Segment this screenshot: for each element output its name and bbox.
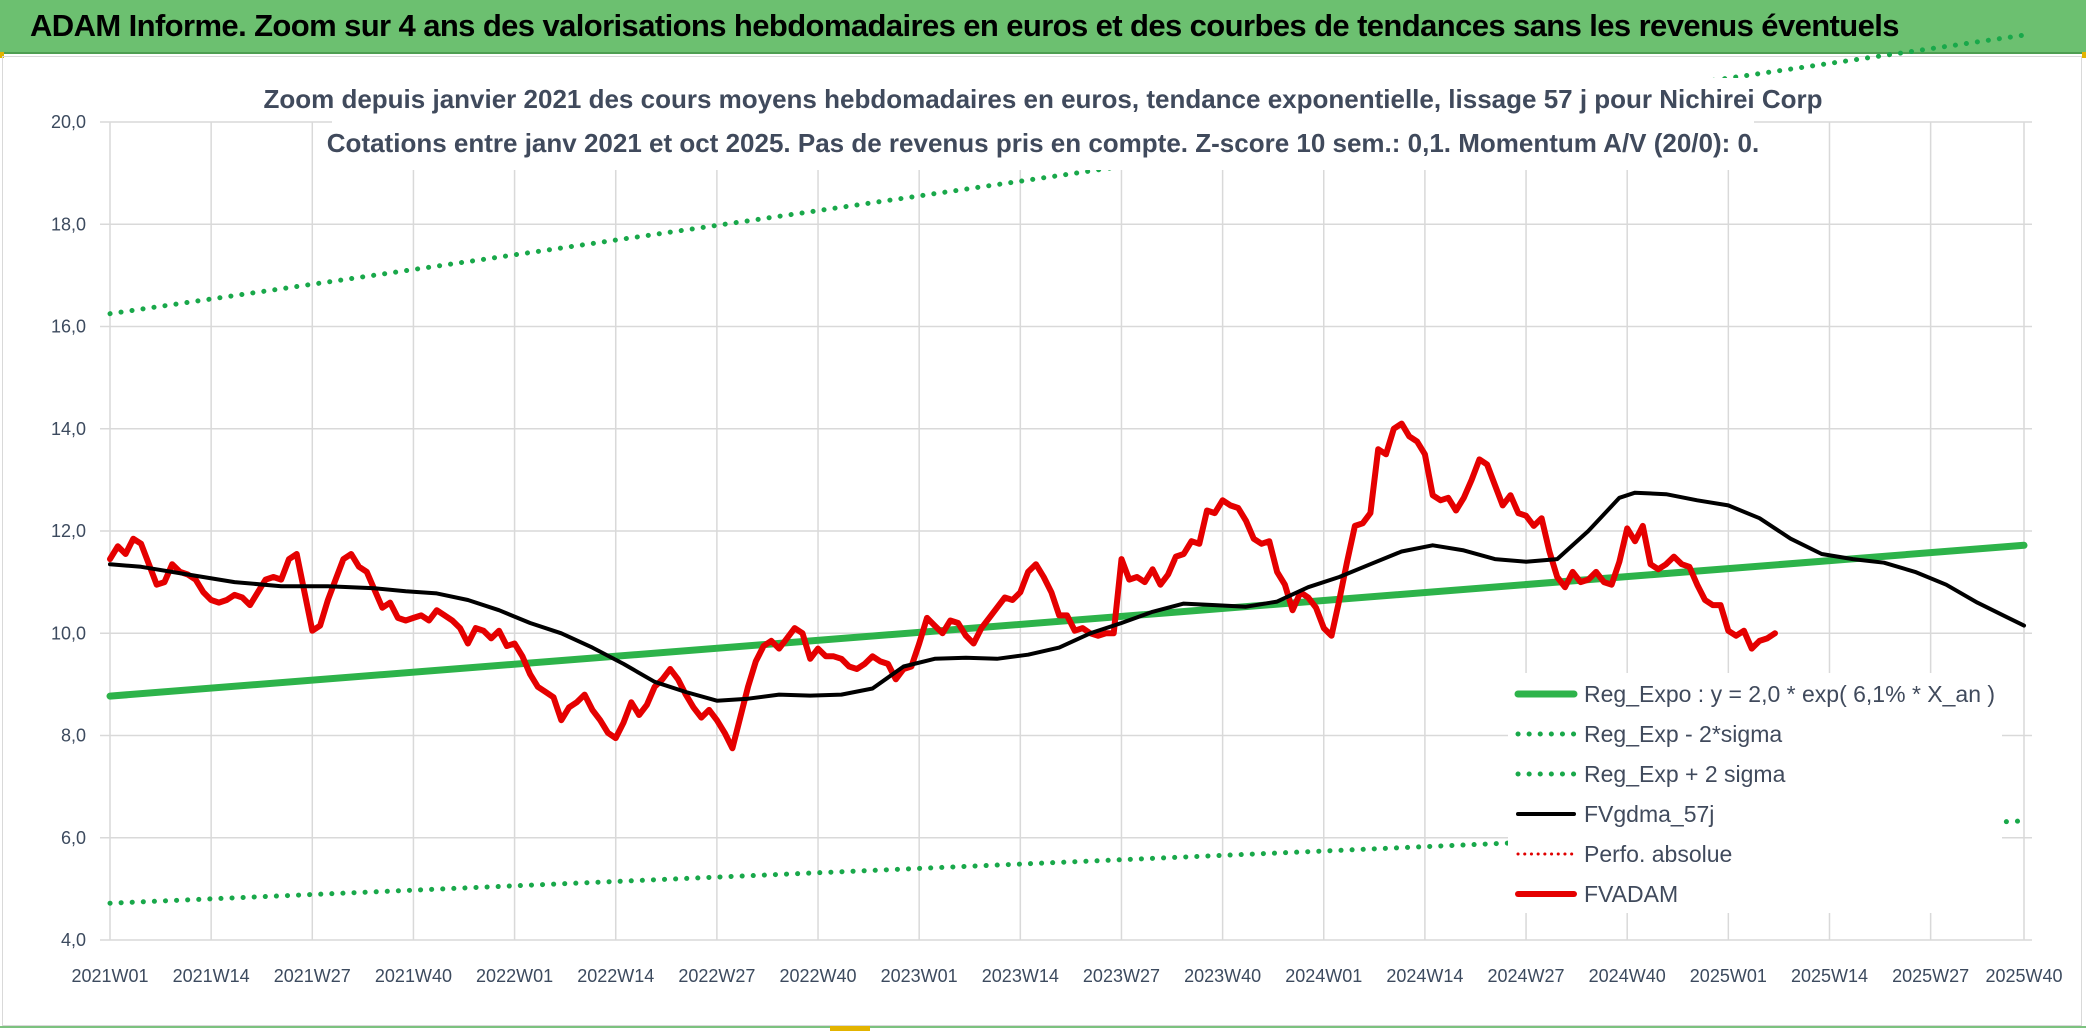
legend-label-reg-exp-2-sigma: Reg_Exp - 2*sigma <box>1584 721 1782 747</box>
series-line-reg-exp-2-sigma <box>107 32 2027 317</box>
y-tick-label-4-0: 4,0 <box>61 930 86 950</box>
x-tick-label-2021w01: 2021W01 <box>71 966 148 986</box>
y-tick-label-10-0: 10,0 <box>51 623 86 643</box>
x-tick-label-2021w27: 2021W27 <box>274 966 351 986</box>
x-tick-label-2024w40: 2024W40 <box>1589 966 1666 986</box>
x-tick-label-2025w01: 2025W01 <box>1690 966 1767 986</box>
x-tick-label-2023w01: 2023W01 <box>881 966 958 986</box>
y-tick-label-18-0: 18,0 <box>51 214 86 234</box>
chart-subtitle: Cotations entre janv 2021 et oct 2025. P… <box>327 128 1759 158</box>
x-tick-label-2024w27: 2024W27 <box>1488 966 1565 986</box>
chart-frame <box>2 56 2082 1026</box>
y-axis-tick-labels: 4,0 6,0 8,0 10,0 12,0 14,0 16,0 18,0 20,0 <box>51 112 86 950</box>
y-tick-label-8-0: 8,0 <box>61 726 86 746</box>
x-tick-label-2024w01: 2024W01 <box>1285 966 1362 986</box>
legend-label-fvgdma-57j: FVgdma_57j <box>1584 801 1714 827</box>
series-line-fvgdma-57j <box>108 490 2026 703</box>
report-title: ADAM Informe. Zoom sur 4 ans des valoris… <box>30 8 1900 43</box>
bottom-marker <box>830 1026 870 1031</box>
x-tick-label-2021w40: 2021W40 <box>375 966 452 986</box>
x-tick-label-2021w14: 2021W14 <box>173 966 250 986</box>
y-tick-label-12-0: 12,0 <box>51 521 86 541</box>
banner-corner-left <box>0 52 4 58</box>
x-tick-label-2022w40: 2022W40 <box>779 966 856 986</box>
x-tick-label-2022w14: 2022W14 <box>577 966 654 986</box>
legend-label-reg-exp-2-sigma: Reg_Exp + 2 sigma <box>1584 761 1786 787</box>
legend-label-reg-expo-y-2-0-exp-6-1-x-an: Reg_Expo : y = 2,0 * exp( 6,1% * X_an ) <box>1584 681 1995 707</box>
x-tick-label-2022w01: 2022W01 <box>476 966 553 986</box>
x-tick-label-2025w14: 2025W14 <box>1791 966 1868 986</box>
legend-label-perfo-absolue: Perfo. absolue <box>1584 841 1732 867</box>
x-tick-label-2023w27: 2023W27 <box>1083 966 1160 986</box>
x-tick-label-2025w40: 2025W40 <box>1985 966 2062 986</box>
banner-corner-right <box>2082 52 2086 58</box>
chart-title: Zoom depuis janvier 2021 des cours moyen… <box>263 84 1822 114</box>
x-tick-label-2022w27: 2022W27 <box>678 966 755 986</box>
y-tick-label-16-0: 16,0 <box>51 317 86 337</box>
x-tick-label-2023w14: 2023W14 <box>982 966 1059 986</box>
series-line-fvadam <box>107 420 1778 752</box>
bottom-border <box>0 1026 2086 1028</box>
legend-label-fvadam: FVADAM <box>1584 881 1678 907</box>
legend-box <box>1508 673 2002 913</box>
report-banner: ADAM Informe. Zoom sur 4 ans des valoris… <box>0 0 2086 54</box>
x-axis-tick-labels: 2021W01 2021W14 2021W27 2021W40 2022W01 2022W… <box>71 966 2062 986</box>
x-tick-label-2023w40: 2023W40 <box>1184 966 1261 986</box>
y-tick-label-6-0: 6,0 <box>61 828 86 848</box>
chart-legend: Reg_Expo : y = 2,0 * exp( 6,1% * X_an ) R… <box>1514 681 1995 907</box>
x-tick-label-2025w27: 2025W27 <box>1892 966 1969 986</box>
y-tick-label-20-0: 20,0 <box>51 112 86 132</box>
x-tick-label-2024w14: 2024W14 <box>1386 966 1463 986</box>
y-tick-label-14-0: 14,0 <box>51 419 86 439</box>
chart-title-box <box>332 78 1754 170</box>
